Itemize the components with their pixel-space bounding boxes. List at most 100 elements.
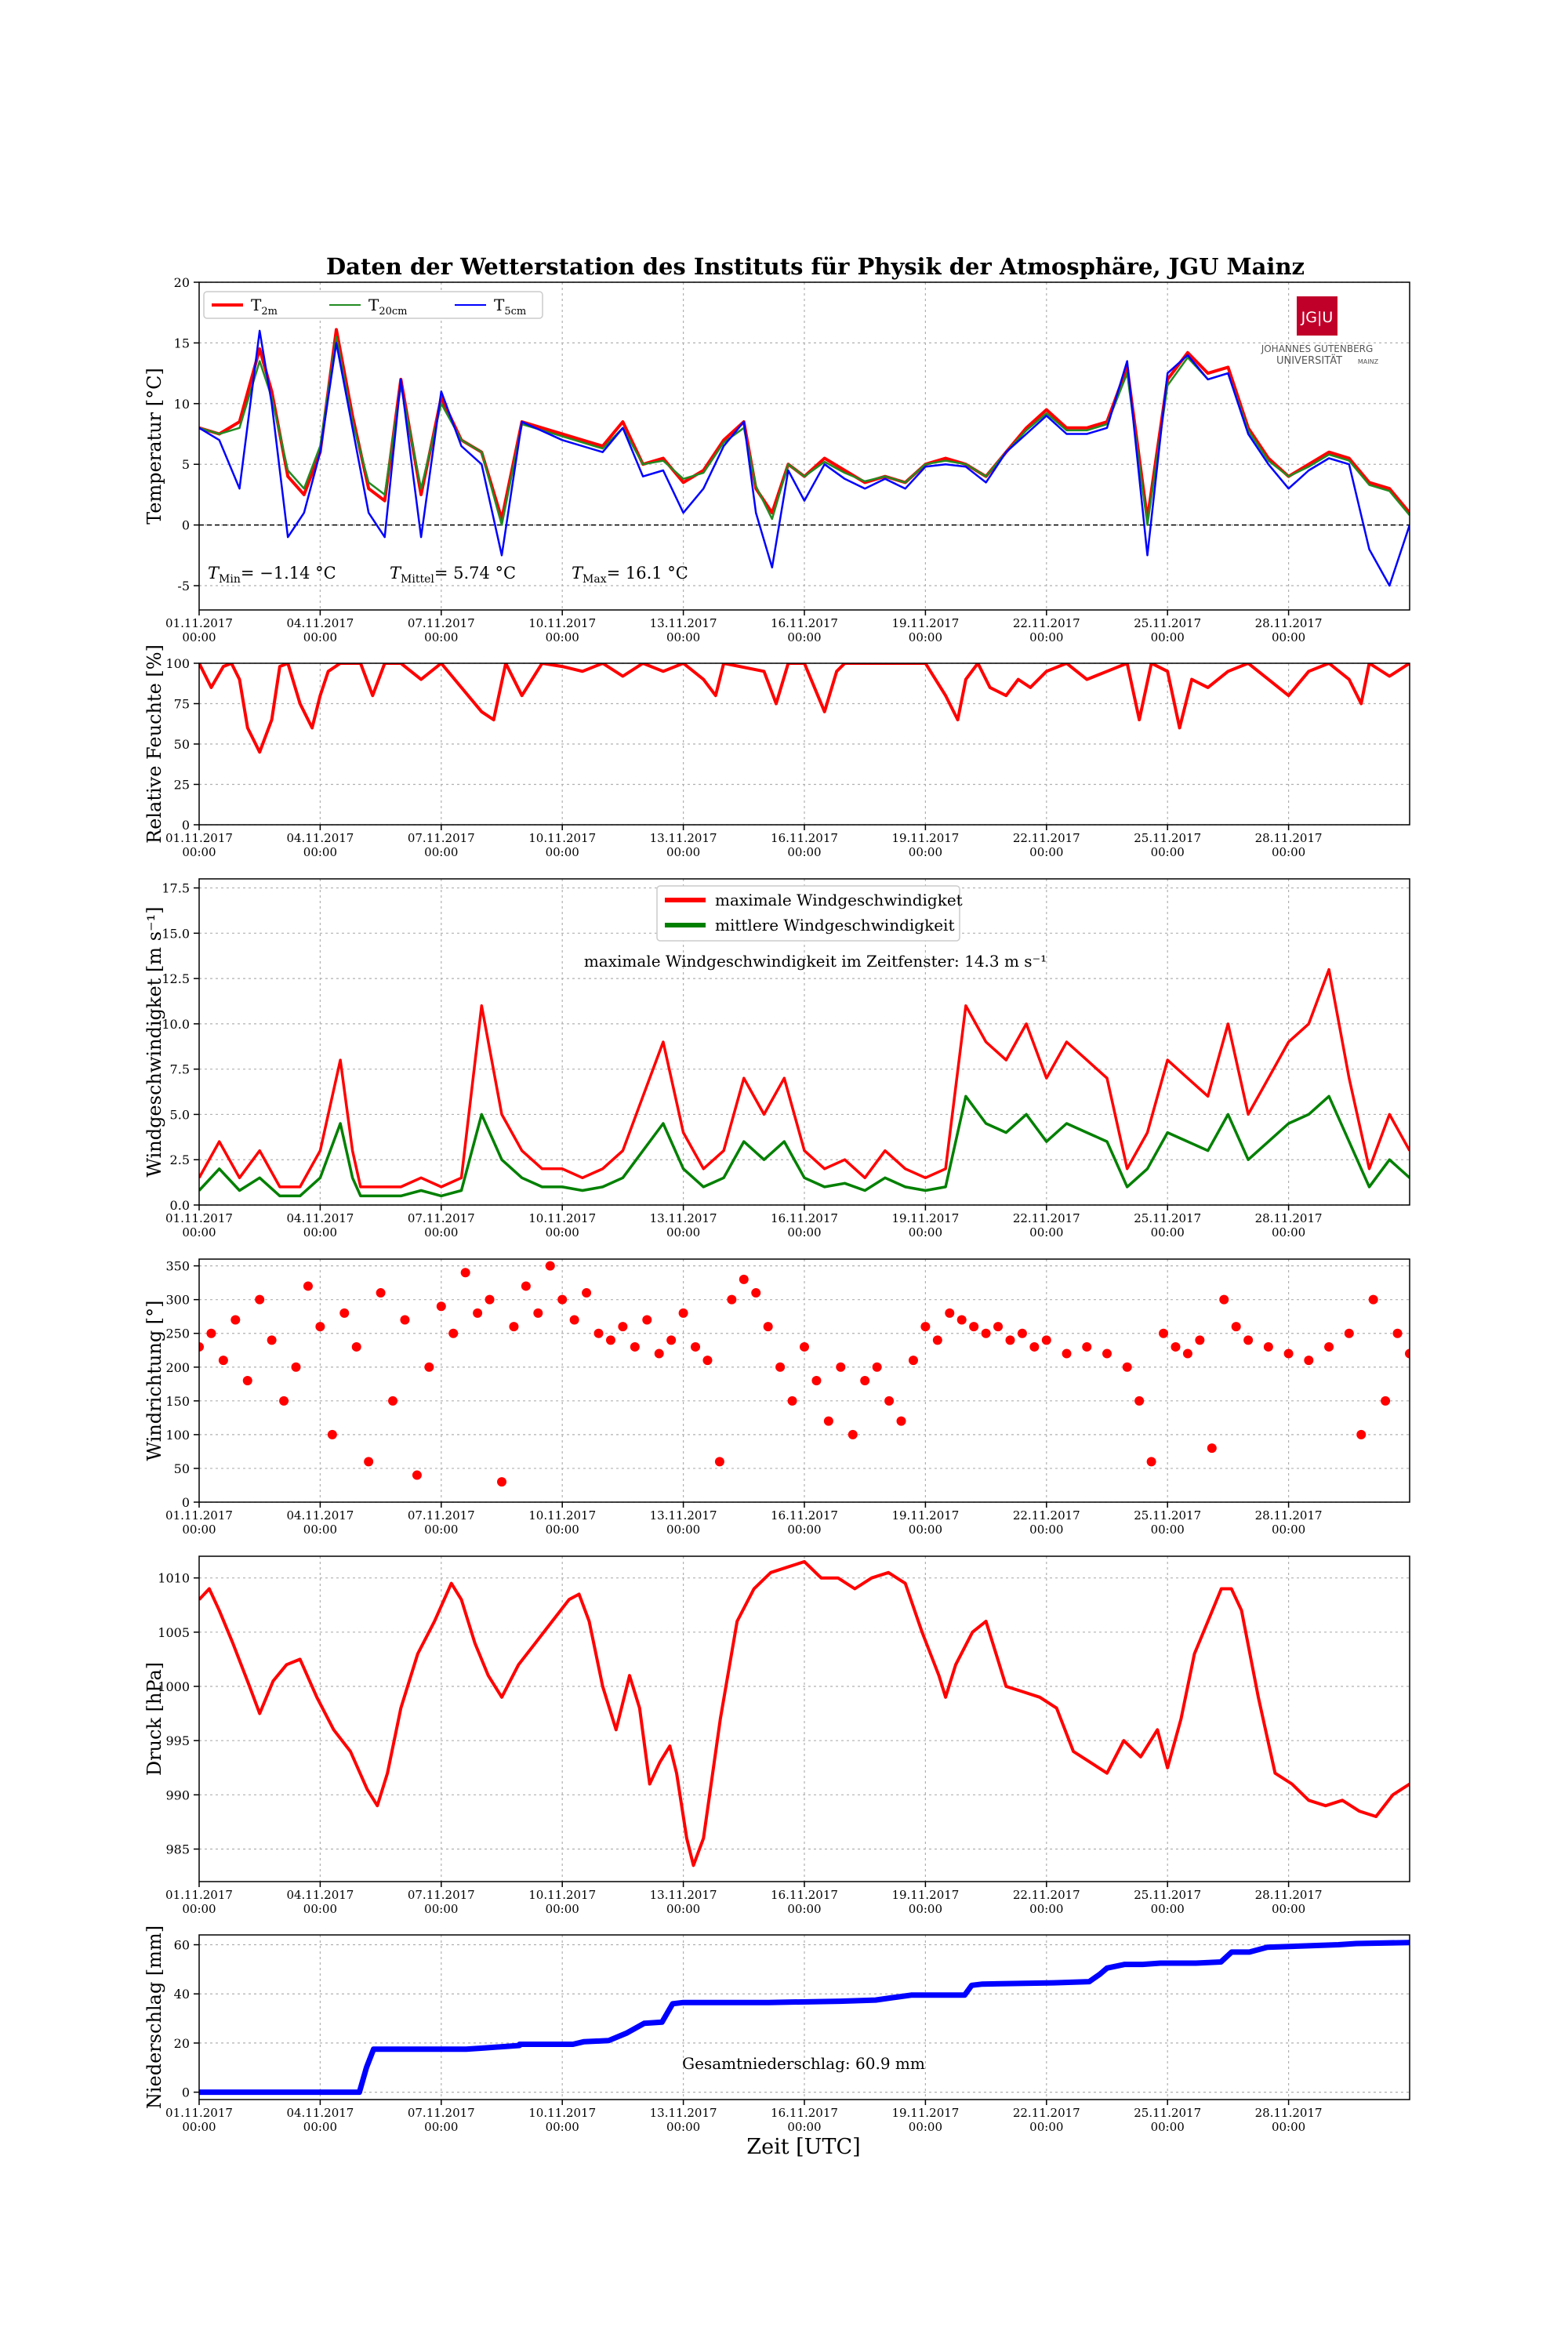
wind-direction-xtick-time: 00:00 (1029, 1523, 1063, 1537)
temperature-xtick-date: 01.11.2017 (165, 616, 233, 630)
wind-direction-ytick-label: 0 (182, 1495, 190, 1510)
pressure-xtick-date: 22.11.2017 (1013, 1888, 1080, 1902)
temperature-ytick-label: 20 (174, 275, 190, 290)
wind-direction-xtick-time: 00:00 (1272, 1523, 1305, 1537)
wind-direction-point (569, 1315, 579, 1325)
temperature-frame (198, 281, 1410, 611)
wind-direction-point (618, 1322, 628, 1332)
wind-direction-xtick-date: 04.11.2017 (286, 1508, 354, 1523)
wind-direction-point (884, 1396, 895, 1406)
wind-speed-ytick-label: 15.0 (162, 926, 190, 941)
wind-speed-xtick-time: 00:00 (909, 1225, 942, 1240)
wind-direction-point (448, 1328, 459, 1338)
wind-direction-point (1122, 1362, 1132, 1372)
wind-direction-point (678, 1308, 688, 1318)
pressure-ytick-label: 1000 (158, 1679, 190, 1694)
precipitation-xtick-time: 00:00 (546, 2120, 579, 2134)
wind-direction-point (800, 1341, 809, 1352)
figure-title: Daten der Wetterstation des Instituts fü… (326, 253, 1305, 280)
wind-direction-point (1029, 1341, 1040, 1352)
wind-direction-point (593, 1328, 604, 1338)
wind-direction-point (1041, 1335, 1051, 1345)
wind-speed-xtick-date: 28.11.2017 (1255, 1211, 1323, 1225)
wind-direction-point (255, 1294, 265, 1305)
pressure-series-line (199, 1559, 1410, 1867)
wind-speed-ytick-label: 17.5 (162, 881, 190, 896)
temperature-legend: T2m T20cm T5cm (203, 291, 543, 319)
humidity-xtick-time: 00:00 (182, 845, 216, 859)
logo-line1: JOHANNES GUTENBERG (1261, 343, 1374, 354)
wind-direction-point (642, 1315, 652, 1325)
wind-speed-ylabel: Windgeschwindigket [m s⁻¹] (143, 906, 165, 1177)
wind-speed-ytick-label: 7.5 (170, 1062, 190, 1077)
jgu-logo: JG|U JOHANNES GUTENBERG UNIVERSITÄT MAIN… (1261, 296, 1379, 367)
humidity-xtick-date: 13.11.2017 (650, 831, 717, 845)
temperature-xtick-time: 00:00 (546, 630, 579, 644)
precipitation-xtick-date: 28.11.2017 (1255, 2106, 1323, 2120)
wind-direction-point (315, 1322, 325, 1332)
wind-direction-xtick-date: 25.11.2017 (1134, 1508, 1201, 1523)
wind-direction-ytick-label: 50 (174, 1461, 190, 1476)
precipitation-xtick-date: 10.11.2017 (528, 2106, 596, 2120)
temperature-ytick-label: 10 (174, 397, 190, 412)
wind-speed-xtick-date: 01.11.2017 (165, 1211, 233, 1225)
pressure-ytick-label: 990 (165, 1788, 190, 1802)
temperature-xtick-date: 22.11.2017 (1013, 616, 1080, 630)
wind-speed-ytick-label: 12.5 (162, 971, 190, 986)
temperature-xtick-time: 00:00 (303, 630, 337, 644)
wind-direction-point (1082, 1341, 1092, 1352)
precipitation-xtick-time: 00:00 (1029, 2120, 1063, 2134)
wind-direction-point (1219, 1294, 1229, 1305)
wind-speed-series-line (199, 1094, 1410, 1198)
legend-frame (203, 291, 543, 319)
wind-direction-ytick-label: 300 (165, 1293, 190, 1308)
humidity-xtick-time: 00:00 (424, 845, 458, 859)
pressure-xtick-time: 00:00 (424, 1902, 458, 1916)
wind-direction-xtick-date: 28.11.2017 (1255, 1508, 1323, 1523)
precipitation-ytick-label: 0 (182, 2085, 190, 2100)
wind-direction-xtick-time: 00:00 (546, 1523, 579, 1537)
wind-direction-point (1324, 1341, 1334, 1352)
wind-speed-series-line (199, 967, 1410, 1189)
wind-speed-ytick-label: 0.0 (170, 1198, 190, 1213)
wind-direction-point (533, 1308, 543, 1318)
wind-direction-point (836, 1362, 846, 1372)
humidity-ytick-label: 0 (182, 818, 190, 833)
wind-direction-point (351, 1341, 361, 1352)
wind-direction-point (545, 1261, 555, 1271)
wind-max-annotation: maximale Windgeschwindigkeit im Zeitfens… (584, 952, 1047, 971)
wind-direction-point (920, 1322, 931, 1332)
wind-direction-point (1263, 1341, 1273, 1352)
temperature-xtick-time: 00:00 (1029, 630, 1063, 644)
wind-speed-xtick-time: 00:00 (787, 1225, 821, 1240)
wind-direction-point (1005, 1335, 1015, 1345)
pressure-xtick-date: 04.11.2017 (286, 1888, 354, 1902)
wind-direction-point (1368, 1294, 1378, 1305)
pressure-xtick-time: 00:00 (787, 1902, 821, 1916)
humidity-xtick-time: 00:00 (1029, 845, 1063, 859)
wind-speed-xtick-time: 00:00 (182, 1225, 216, 1240)
wind-direction-xtick-date: 13.11.2017 (650, 1508, 717, 1523)
wind-direction-ylabel: Windrichtung [°] (143, 1300, 165, 1461)
wind-speed-xtick-date: 19.11.2017 (891, 1211, 959, 1225)
precipitation-xtick-time: 00:00 (182, 2120, 216, 2134)
wind-direction-point (775, 1362, 786, 1372)
wind-direction-point (702, 1356, 713, 1366)
wind-direction-point (460, 1268, 470, 1278)
humidity-xtick-time: 00:00 (303, 845, 337, 859)
precipitation-ylabel: Niederschlag [mm] (143, 1926, 165, 2109)
temperature-xtick-time: 00:00 (182, 630, 216, 644)
wind-direction-point (424, 1362, 434, 1372)
precipitation-xtick-time: 00:00 (1151, 2120, 1185, 2134)
temperature-ytick-label: 5 (182, 457, 190, 472)
pressure-xtick-time: 00:00 (1272, 1902, 1305, 1916)
wind-direction-point (1243, 1335, 1254, 1345)
wind-direction-point (1405, 1348, 1410, 1359)
wind-direction-point (811, 1376, 822, 1385)
wind-direction-ytick-label: 350 (165, 1259, 190, 1274)
pressure-xtick-time: 00:00 (303, 1902, 337, 1916)
precipitation-panel: 020406001.11.201700:0004.11.201700:0007.… (143, 1926, 1410, 2134)
humidity-xtick-date: 25.11.2017 (1134, 831, 1201, 845)
temperature-xtick-date: 19.11.2017 (891, 616, 959, 630)
temperature-xtick-date: 10.11.2017 (528, 616, 596, 630)
